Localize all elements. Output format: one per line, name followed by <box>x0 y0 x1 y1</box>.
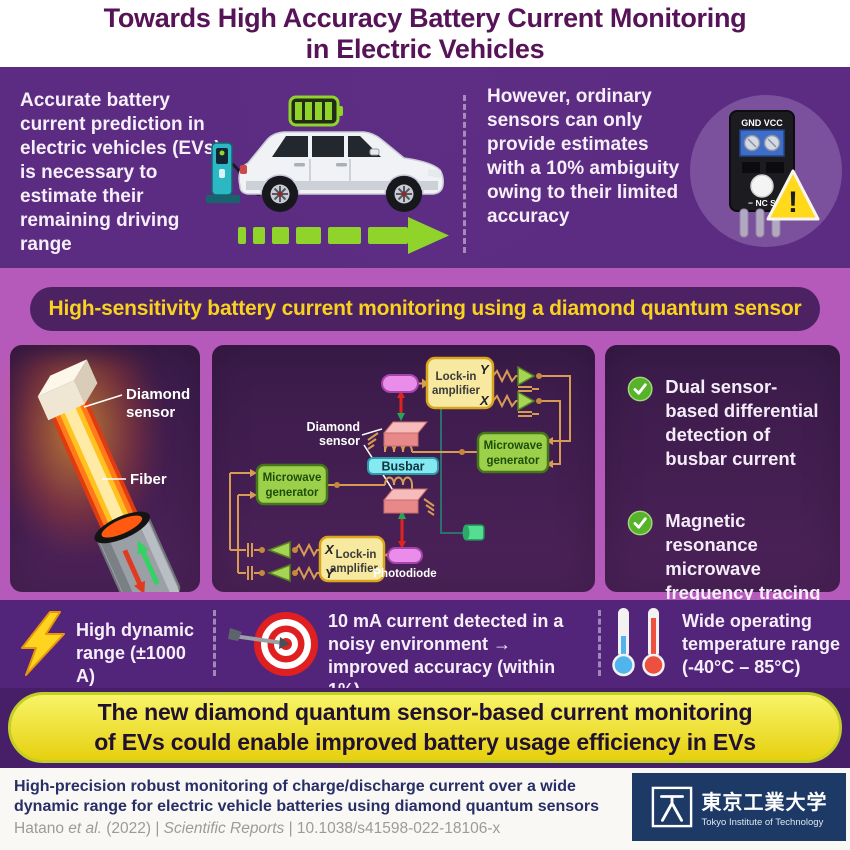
svg-text:X: X <box>479 393 490 408</box>
solution-banner-text: High-sensitivity battery current monitor… <box>48 297 802 320</box>
citation: Hatano et al. (2022) | Scientific Report… <box>14 820 501 837</box>
svg-text:amplifier: amplifier <box>432 385 480 397</box>
circuit-diamond-label: Diamond <box>307 420 360 434</box>
conclusion-box: The new diamond quantum sensor-based cur… <box>8 692 842 763</box>
diamond-sensor-label: Diamond <box>126 386 190 403</box>
fiber-label: Fiber <box>130 471 167 488</box>
check-icon <box>627 376 653 402</box>
control-unit-icon <box>462 524 485 541</box>
diamond-sensor-block-bottom <box>382 488 429 514</box>
junction-dots <box>259 373 542 576</box>
tokyo-tech-logo: 東京工業大学 Tokyo Institute of Technology <box>632 773 846 841</box>
battery-icon <box>288 95 343 127</box>
microwave-generator-right: Microwave generator <box>476 431 550 474</box>
paper-title: High-precision robust monitoring of char… <box>14 778 600 815</box>
svg-text:Y: Y <box>480 362 490 377</box>
problem-right-text: However, ordinary sensors can only provi… <box>487 86 680 227</box>
svg-text:Lock-in: Lock-in <box>436 371 477 383</box>
amplifier-triangles <box>266 365 536 583</box>
svg-text:Microwave: Microwave <box>484 440 543 452</box>
ev-charging-scene <box>202 77 452 262</box>
solution-banner: High-sensitivity battery current monitor… <box>30 287 820 331</box>
divider-dashed <box>213 610 216 676</box>
ev-car <box>238 131 444 212</box>
page-title-line1: Towards High Accuracy Battery Current Mo… <box>103 3 747 34</box>
microwave-generator-left: Microwave generator <box>255 463 329 506</box>
range-arrow-icon <box>238 217 449 254</box>
busbar-box: Busbar <box>367 457 439 475</box>
svg-text:Microwave: Microwave <box>263 472 322 484</box>
page-title-line2: in Electric Vehicles <box>305 33 545 64</box>
car-wheel-rear <box>262 176 298 212</box>
svg-text:!: ! <box>788 186 798 219</box>
svg-text:sensor: sensor <box>319 434 360 448</box>
thermometers-icon <box>612 608 665 677</box>
warning-icon: ! <box>766 169 820 221</box>
svg-text:amplifier: amplifier <box>330 563 378 575</box>
diamond-sensor-panel: Diamond sensor Fiber <box>10 345 200 592</box>
title-bar: Towards High Accuracy Battery Current Mo… <box>0 0 850 67</box>
check-icon <box>627 510 653 536</box>
feature-dynamic-range: High dynamic range (±1000 A) <box>76 620 195 687</box>
logo-jp-text: 東京工業大学 <box>701 790 828 814</box>
lightning-bolt-icon <box>21 611 65 676</box>
ev-car-illustration <box>206 95 449 254</box>
sensor-pin-top-labels: GND VCC <box>741 118 783 128</box>
circuit-wires <box>229 368 571 581</box>
target-icon <box>228 612 318 676</box>
footer: High-precision robust monitoring of char… <box>0 768 850 850</box>
light-path-arrows <box>397 390 406 549</box>
svg-text:sensor: sensor <box>126 404 175 421</box>
feature-temperature: Wide operating temperature range (-40°C … <box>682 611 841 678</box>
svg-text:Y: Y <box>325 566 335 581</box>
logo-en-text: Tokyo Institute of Technology <box>701 817 824 828</box>
solution-points-panel: Dual sensor-based differential detection… <box>605 345 840 675</box>
photodiode-top <box>381 374 419 393</box>
svg-text:Busbar: Busbar <box>381 460 424 474</box>
solution-section: High-sensitivity battery current monitor… <box>0 268 850 675</box>
diamond-sensor-block-top <box>382 421 429 447</box>
lockin-amplifier-bottom: Lock-in amplifier X Y <box>318 535 386 583</box>
photodiode-label: Photodiode <box>373 568 436 580</box>
sensor-pin-bottom-labels: − NC S <box>748 198 776 208</box>
circuit-diagram-panel: Busbar Lock-in amplifier Y X Microwave g… <box>212 345 595 592</box>
divider-dashed <box>463 95 466 253</box>
ordinary-sensor-figure: GND VCC − NC S ! <box>690 95 842 247</box>
diamond-fiber-illustration: Diamond sensor Fiber <box>37 359 190 592</box>
divider-dashed <box>598 610 601 676</box>
lockin-amplifier-top: Lock-in amplifier Y X <box>425 356 495 410</box>
problem-left-text: Accurate battery current prediction in e… <box>20 90 221 255</box>
tokyo-tech-mark-icon <box>651 786 692 828</box>
svg-text:generator: generator <box>265 487 319 499</box>
svg-text:X: X <box>324 542 335 557</box>
solution-point-1: Dual sensor-based differential detection… <box>627 375 823 471</box>
features-row: High dynamic range (±1000 A) 10 mA curre… <box>0 600 850 700</box>
svg-text:generator: generator <box>486 455 540 467</box>
circuit-diagram: Busbar Lock-in amplifier Y X Microwave g… <box>229 356 571 583</box>
problem-section: Accurate battery current prediction in e… <box>0 67 850 268</box>
conclusion-strip: The new diamond quantum sensor-based cur… <box>0 688 850 768</box>
sensor-module-icon: GND VCC − NC S <box>729 110 795 238</box>
svg-text:Lock-in: Lock-in <box>336 549 377 561</box>
photodiode-bottom <box>387 547 423 564</box>
charging-station-icon <box>206 142 261 203</box>
car-wheel-front <box>386 176 422 212</box>
